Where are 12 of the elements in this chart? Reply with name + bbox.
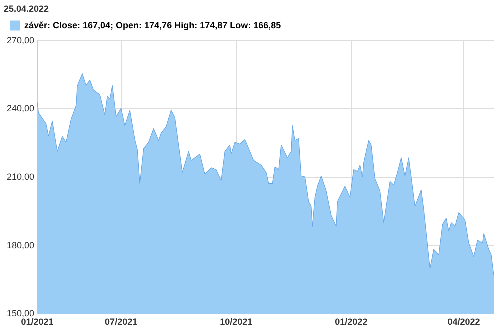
x-tick-label: 10/2021	[220, 317, 253, 328]
x-tick-label: 04/2022	[448, 317, 480, 328]
x-tick-label: 01/2021	[21, 317, 54, 328]
x-tick-label: 07/2021	[105, 317, 138, 328]
y-tick-label: 270,00	[6, 35, 35, 46]
legend-label: závěr: Close: 167,04; Open: 174,76 High: 174,87 Low: 166,85	[24, 20, 282, 30]
y-tick-label: 180,00	[6, 240, 35, 250]
chart-title: 25.04.2022	[4, 4, 50, 14]
x-tick-label: 01/2022	[335, 317, 368, 328]
y-tick-label: 150,00	[6, 308, 35, 319]
y-tick-label: 210,00	[6, 172, 35, 182]
y-tick-label: 240,00	[6, 104, 35, 114]
